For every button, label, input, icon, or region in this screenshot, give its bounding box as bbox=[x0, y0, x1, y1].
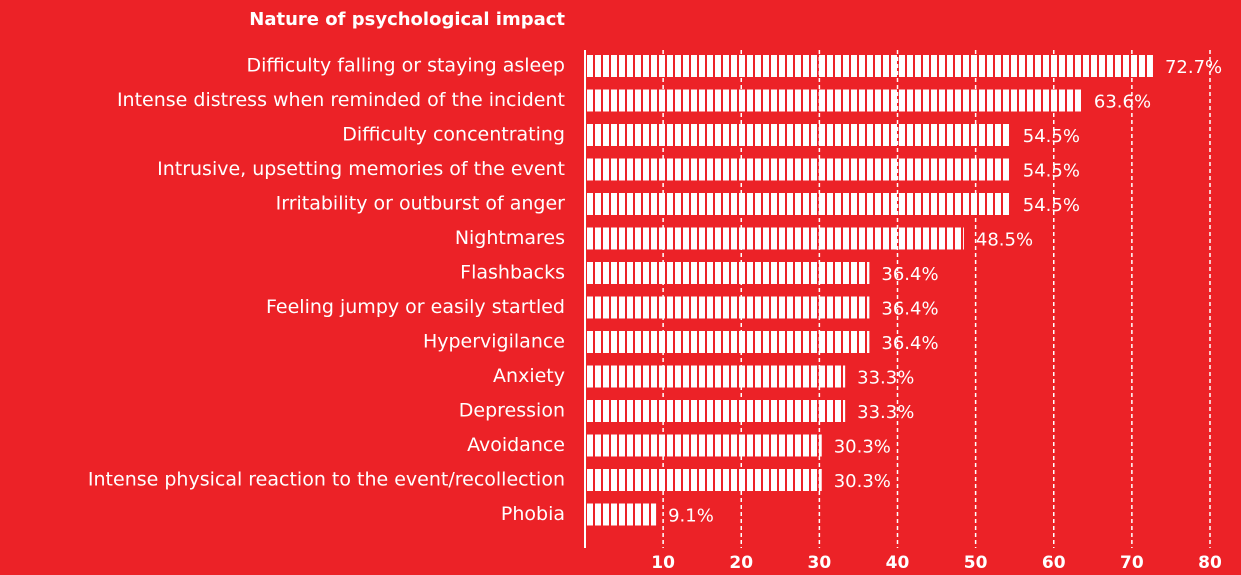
value-label: 33.3% bbox=[857, 368, 914, 389]
category-label: Difficulty concentrating bbox=[342, 124, 565, 146]
category-label: Feeling jumpy or easily startled bbox=[266, 296, 565, 318]
bar bbox=[587, 434, 822, 457]
bar bbox=[587, 331, 870, 353]
value-label: 36.4% bbox=[881, 333, 938, 354]
value-label: 30.3% bbox=[834, 437, 891, 458]
bar bbox=[587, 158, 1011, 181]
category-label: Hypervigilance bbox=[423, 331, 565, 353]
bar bbox=[587, 296, 870, 319]
bar bbox=[587, 469, 822, 491]
chart-title: Nature of psychological impact bbox=[249, 9, 565, 30]
value-label: 63.6% bbox=[1094, 92, 1151, 113]
value-label: 36.4% bbox=[881, 299, 938, 320]
x-tick-label: 20 bbox=[729, 553, 753, 573]
value-label: 54.5% bbox=[1023, 195, 1080, 216]
bar bbox=[587, 227, 964, 250]
category-label: Avoidance bbox=[467, 434, 565, 456]
category-label: Intense physical reaction to the event/r… bbox=[88, 469, 565, 491]
bar bbox=[587, 55, 1153, 77]
x-tick-label: 30 bbox=[808, 553, 832, 573]
category-label: Intrusive, upsetting memories of the eve… bbox=[157, 158, 565, 180]
value-label: 54.5% bbox=[1023, 126, 1080, 147]
value-label: 54.5% bbox=[1023, 161, 1080, 182]
category-label: Depression bbox=[459, 400, 565, 422]
category-label: Anxiety bbox=[493, 365, 565, 387]
x-tick-label: 40 bbox=[886, 553, 910, 573]
category-label: Intense distress when reminded of the in… bbox=[117, 89, 565, 111]
category-label: Flashbacks bbox=[460, 262, 565, 284]
category-label: Irritability or outburst of anger bbox=[276, 193, 566, 215]
value-label: 9.1% bbox=[668, 506, 714, 527]
value-label: 30.3% bbox=[834, 471, 891, 492]
bar bbox=[587, 400, 846, 422]
value-label: 36.4% bbox=[881, 264, 938, 285]
bar bbox=[587, 193, 1011, 215]
category-label: Phobia bbox=[501, 503, 565, 525]
value-label: 72.7% bbox=[1165, 57, 1222, 78]
category-label: Difficulty falling or staying asleep bbox=[247, 55, 565, 77]
x-tick-label: 60 bbox=[1042, 553, 1066, 573]
bar bbox=[587, 365, 846, 388]
bar bbox=[587, 503, 657, 526]
bar bbox=[587, 124, 1011, 146]
x-tick-label: 50 bbox=[964, 553, 988, 573]
x-tick-label: 80 bbox=[1198, 553, 1222, 573]
category-label: Nightmares bbox=[455, 227, 565, 249]
bar bbox=[587, 262, 870, 284]
x-tick-label: 70 bbox=[1120, 553, 1144, 573]
value-label: 33.3% bbox=[857, 402, 914, 423]
value-label: 48.5% bbox=[976, 230, 1033, 251]
bar bbox=[587, 89, 1082, 112]
x-tick-label: 10 bbox=[651, 553, 675, 573]
